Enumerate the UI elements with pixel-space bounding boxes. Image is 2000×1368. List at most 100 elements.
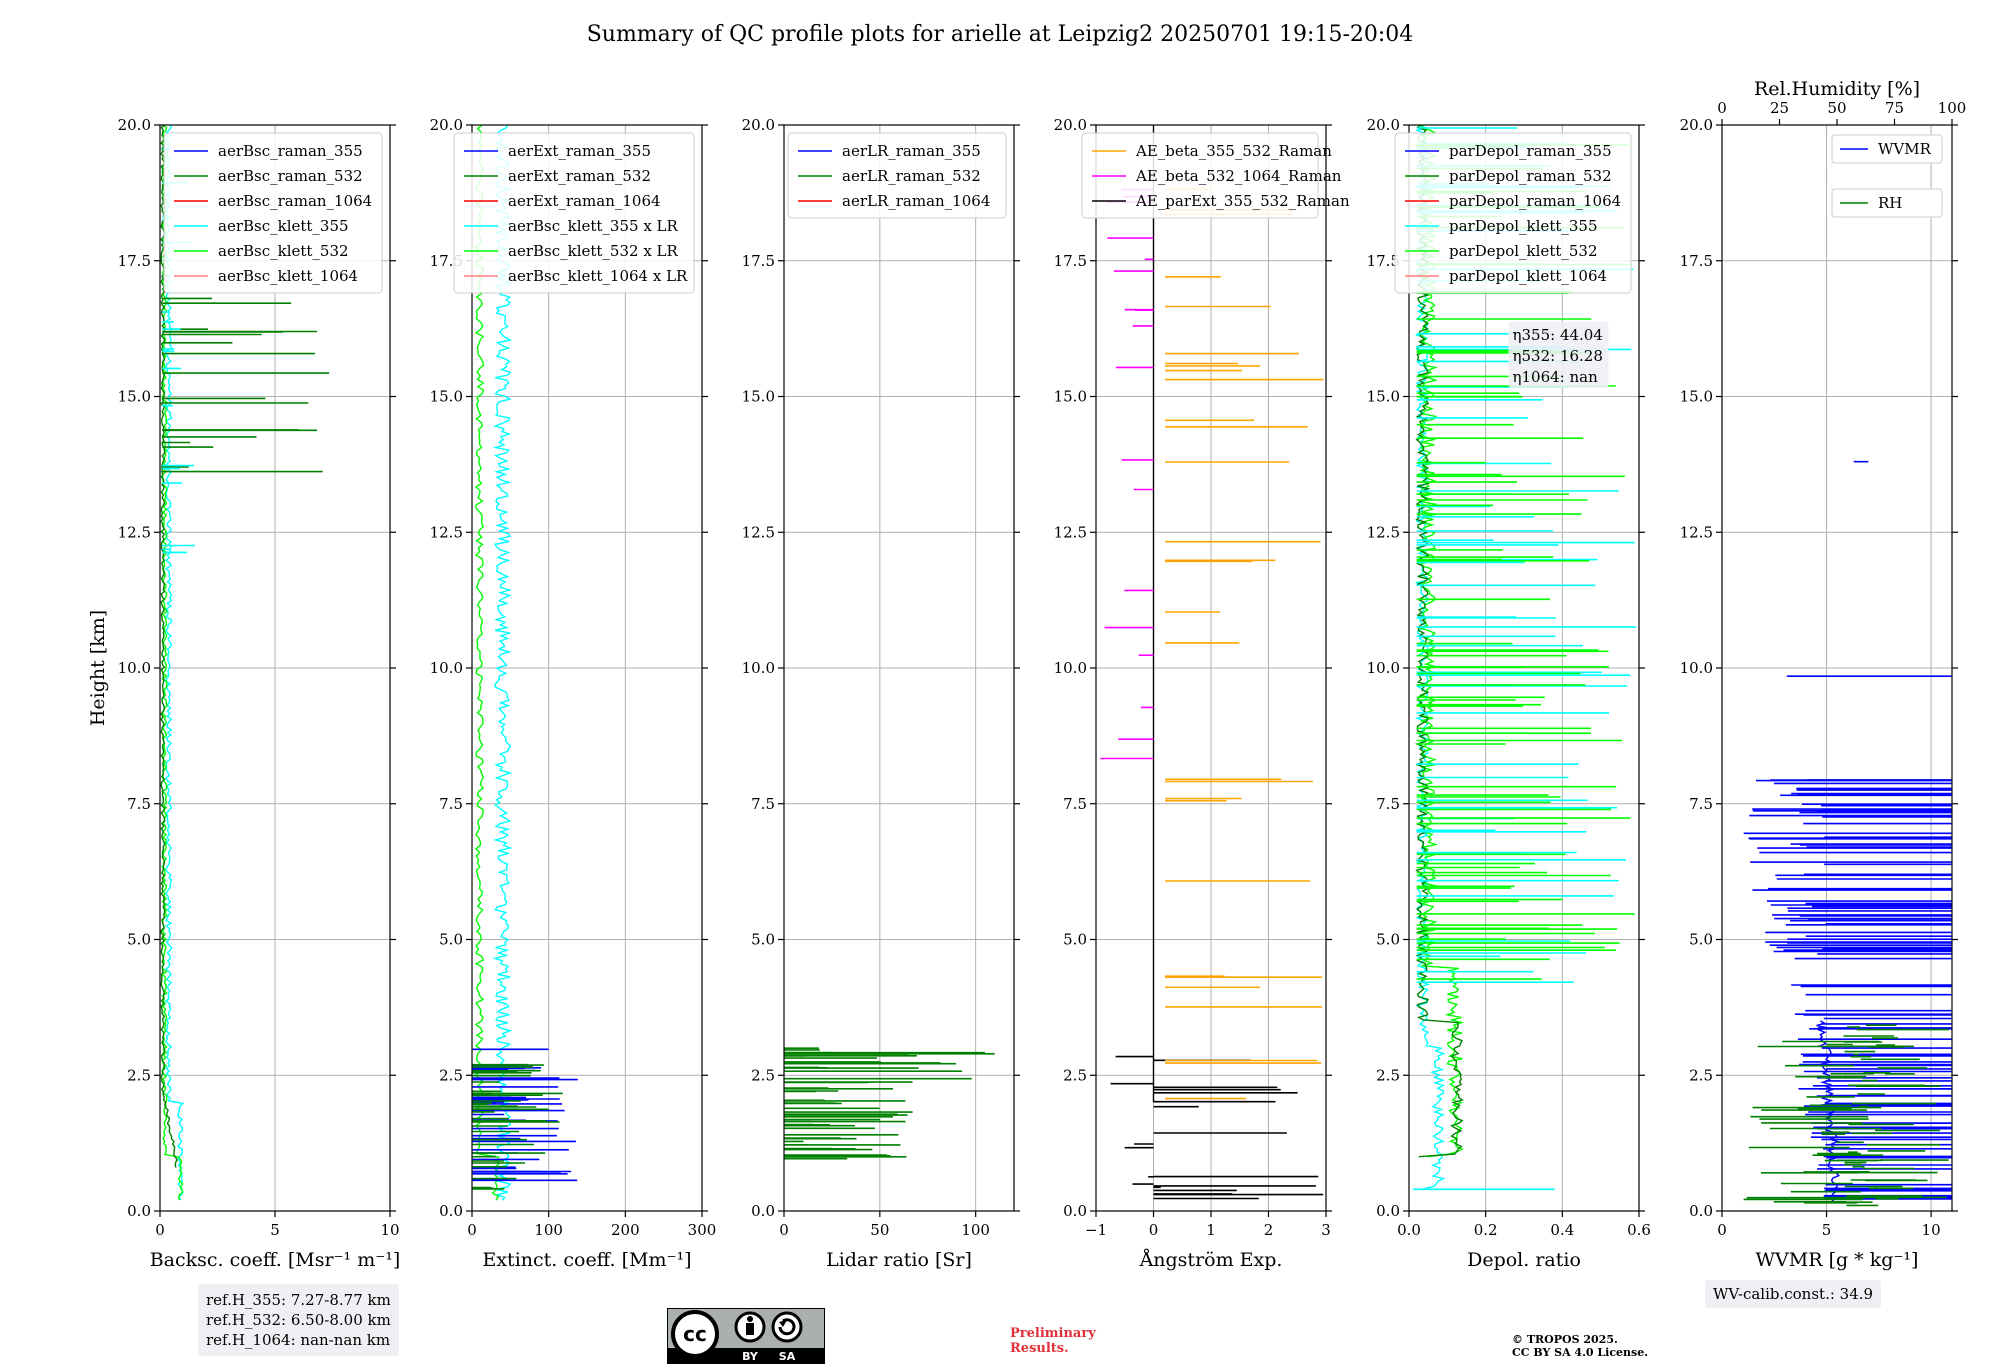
- ytick-label: 10.0: [118, 659, 151, 677]
- legend-box: [1831, 134, 1943, 164]
- xtick-label: 1: [1206, 1221, 1216, 1239]
- ytick-label: 0.0: [1689, 1202, 1713, 1220]
- ytick-label: 5.0: [1689, 931, 1713, 949]
- ytick-label: 7.5: [1689, 795, 1713, 813]
- ytick-label: 7.5: [127, 795, 151, 813]
- trace-depol-raman-532: [1414, 125, 1464, 1158]
- top-xtick-label: 25: [1770, 99, 1789, 117]
- refbox-line-1064: ref.H_1064: nan-nan km: [206, 1331, 391, 1349]
- xtick-label: 0: [467, 1221, 477, 1239]
- wv-calib-text: WV-calib.const.: 34.9: [1713, 1285, 1874, 1303]
- ytick-label: 5.0: [1063, 931, 1087, 949]
- ytick-label: 2.5: [127, 1066, 151, 1084]
- refbox-line-532: ref.H_532: 6.50-8.00 km: [206, 1311, 391, 1329]
- ytick-label: 17.5: [1680, 252, 1713, 270]
- y-axis-label: Height [km]: [87, 610, 109, 726]
- legend-entry: aerBsc_raman_1064: [218, 192, 372, 210]
- xtick-label: 300: [688, 1221, 717, 1239]
- legend-entry: aerBsc_klett_1064: [218, 267, 358, 285]
- traces-extinction: [472, 125, 578, 1201]
- xtick-label: 0.2: [1474, 1221, 1498, 1239]
- ytick-label: 15.0: [1367, 388, 1400, 406]
- ytick-label: 12.5: [1680, 523, 1713, 541]
- xtick-label: 0.6: [1627, 1221, 1651, 1239]
- cc-license-badge: cc BY SA: [667, 1308, 825, 1364]
- eta-annotation-line: η355: 44.04: [1513, 326, 1603, 344]
- xtick-label: 0: [155, 1221, 165, 1239]
- legend-entry: WVMR: [1878, 140, 1932, 158]
- xtick-label: 100: [534, 1221, 563, 1239]
- eta-annotation-box: [1508, 321, 1609, 388]
- spikes-rh: [1743, 1024, 1950, 1207]
- xtick-label: 10: [380, 1221, 399, 1239]
- ytick-label: 12.5: [118, 523, 151, 541]
- ytick-label: 15.0: [1680, 388, 1713, 406]
- traces-wvmr: [1743, 460, 1952, 1207]
- ytick-label: 10.0: [1367, 659, 1400, 677]
- ytick-label: 20.0: [1054, 116, 1087, 134]
- xtick-label: 0.4: [1550, 1221, 1574, 1239]
- legend-box: [787, 132, 1007, 219]
- ytick-label: 20.0: [430, 116, 463, 134]
- cc-sa-text: SA: [779, 1350, 796, 1363]
- copyright-line-2: CC BY SA 4.0 License.: [1512, 1346, 1649, 1359]
- xtick-label: 200: [611, 1221, 640, 1239]
- top-xtick-label: 100: [1938, 99, 1967, 117]
- top-xtick-label: 75: [1885, 99, 1904, 117]
- legend-entry: parDepol_klett_1064: [1449, 267, 1607, 285]
- xtick-label: 0: [1717, 1221, 1727, 1239]
- ytick-label: 12.5: [1367, 523, 1400, 541]
- ytick-label: 0.0: [751, 1202, 775, 1220]
- panel-extinction: 0.02.55.07.510.012.515.017.520.00 100 200 3…: [430, 116, 717, 1271]
- ytick-label: 10.0: [1054, 659, 1087, 677]
- trace-klett-355-lr: [492, 125, 513, 1201]
- copyright-note: © TROPOS 2025. CC BY SA 4.0 License.: [1512, 1333, 1648, 1359]
- ytick-label: 2.5: [439, 1066, 463, 1084]
- ytick-label: 5.0: [1376, 931, 1400, 949]
- ytick-label: 20.0: [742, 116, 775, 134]
- x-axis-label: Extinct. coeff. [Mm⁻¹]: [482, 1249, 691, 1271]
- ytick-label: 17.5: [1054, 252, 1087, 270]
- cc-by-text: BY: [742, 1350, 759, 1363]
- top-xtick-label: 0: [1717, 99, 1727, 117]
- legend-entry: aerBsc_raman_532: [218, 167, 363, 185]
- xtick-label: 5: [1822, 1221, 1832, 1239]
- legend-box: [1394, 132, 1632, 294]
- ytick-label: 20.0: [1367, 116, 1400, 134]
- x-axis-label: Depol. ratio: [1467, 1249, 1581, 1271]
- top-x-axis-label: Rel.Humidity [%]: [1754, 78, 1920, 100]
- xtick-label: 100: [961, 1221, 990, 1239]
- preliminary-line-2: Results.: [1010, 1341, 1069, 1356]
- trace-depol-klett-532: [1418, 125, 1465, 1158]
- xtick-label: 0.0: [1397, 1221, 1421, 1239]
- ytick-label: 2.5: [751, 1066, 775, 1084]
- legend-entry: aerBsc_klett_1064 x LR: [508, 267, 688, 285]
- ytick-label: 7.5: [1376, 795, 1400, 813]
- eta-annotation-line: η1064: nan: [1513, 368, 1599, 386]
- ytick-label: 12.5: [1054, 523, 1087, 541]
- trace-klett-532-lr: [474, 125, 500, 1201]
- legend-entry: aerLR_raman_355: [842, 142, 981, 160]
- legend-entry: parDepol_klett_532: [1449, 242, 1598, 260]
- preliminary-results-note: Preliminary Results.: [1010, 1326, 1096, 1356]
- panel-backscatter: 0.0 2.5 5.0 7.5 10.0 12.5 15.0 17.5 20.0 0 5 10 Back…: [87, 116, 400, 1271]
- legend-entry: aerBsc_klett_532 x LR: [508, 242, 679, 260]
- ytick-label: 0.0: [1063, 1202, 1087, 1220]
- legend-entry: parDepol_raman_1064: [1449, 192, 1621, 210]
- legend-entry: aerExt_raman_532: [508, 167, 651, 185]
- preliminary-line-1: Preliminary: [1010, 1326, 1096, 1341]
- trace-klett-355: [164, 125, 185, 1201]
- x-axis-label: Ångström Exp.: [1139, 1249, 1283, 1271]
- spikes-ae-parext: [1110, 1055, 1324, 1200]
- ytick-label: 15.0: [118, 388, 151, 406]
- ytick-label: 10.0: [742, 659, 775, 677]
- reference-height-box: ref.H_355: 7.27-8.77 km ref.H_532: 6.50-…: [198, 1284, 399, 1356]
- ytick-label: 2.5: [1063, 1066, 1087, 1084]
- ytick-label: 7.5: [751, 795, 775, 813]
- legend-entry: AE_beta_532_1064_Raman: [1135, 167, 1342, 185]
- legend-entry: parDepol_klett_355: [1449, 217, 1598, 235]
- legend-entry: aerLR_raman_532: [842, 167, 981, 185]
- xtick-label: 0: [1149, 1221, 1159, 1239]
- xtick-label: 3: [1321, 1221, 1331, 1239]
